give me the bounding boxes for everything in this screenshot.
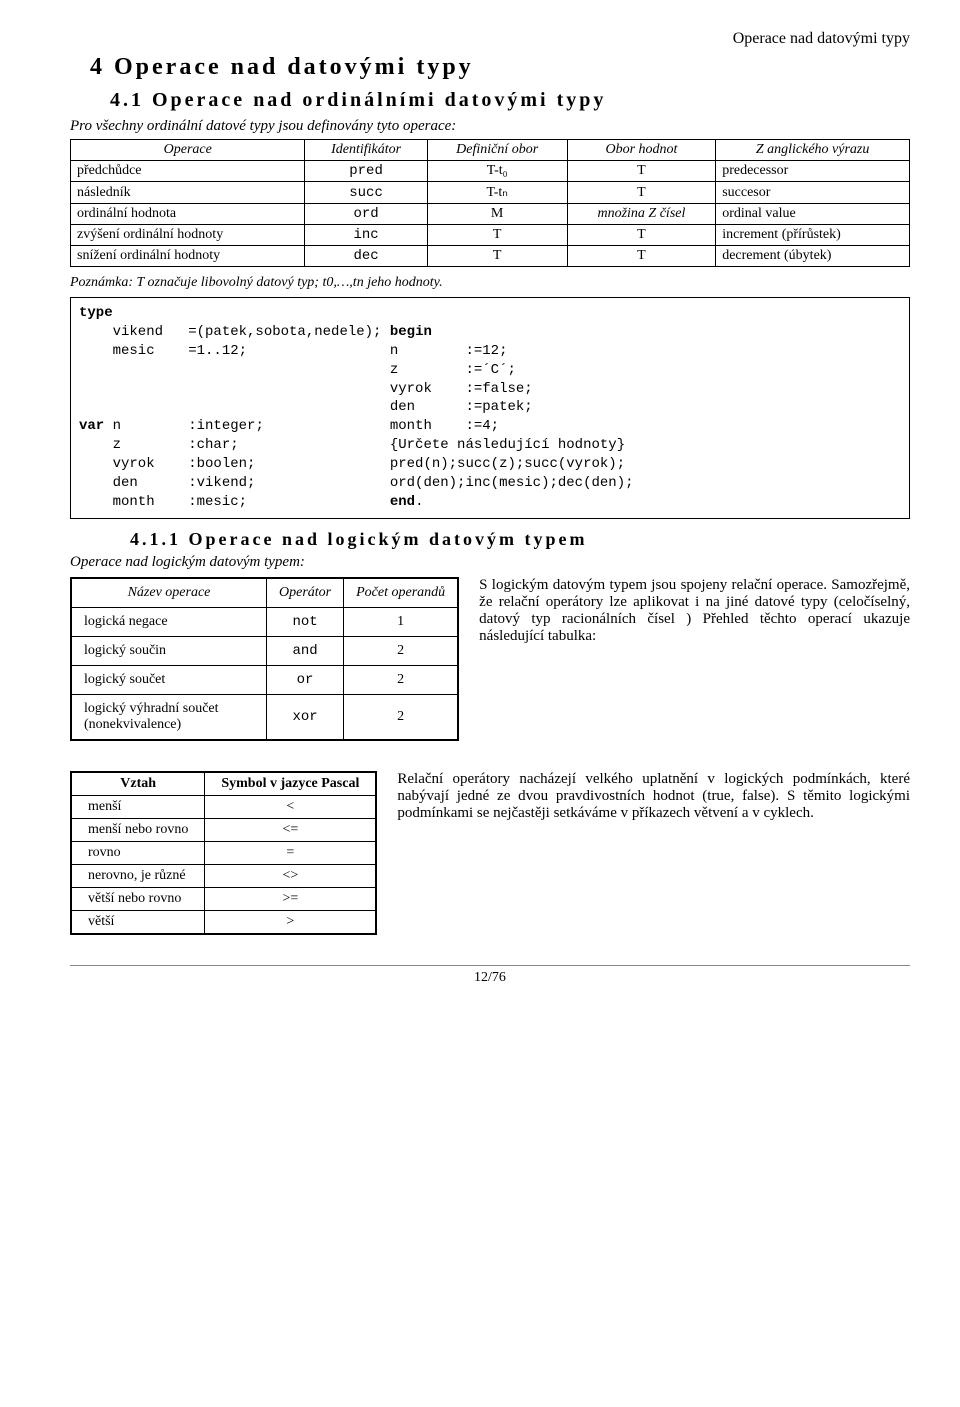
heading-2: 4.1 Operace nad ordinálními datovými typ… (110, 89, 910, 112)
col-header: Identifikátor (305, 140, 427, 161)
cell: decrement (úbytek) (716, 246, 910, 267)
relational-paragraph: Relační operátory nacházejí velkého upla… (397, 771, 910, 822)
table-row: menší< (71, 795, 376, 818)
table-row: logický součin and 2 (71, 636, 458, 665)
heading-1: 4 Operace nad datovými typy (90, 54, 910, 81)
cell: M (427, 204, 567, 225)
cell: logická negace (71, 607, 267, 636)
cell: T (567, 225, 716, 246)
cell: inc (305, 225, 427, 246)
table-row: zvýšení ordinální hodnoty inc T T increm… (71, 225, 910, 246)
cell: not (267, 607, 344, 636)
col-header: Operace (71, 140, 305, 161)
cell: >= (205, 887, 377, 910)
cell: množina Z čísel (567, 204, 716, 225)
cell: dec (305, 246, 427, 267)
col-header: Počet operandů (344, 578, 459, 608)
cell: pred (305, 161, 427, 182)
cell: 2 (344, 665, 459, 694)
logical-ops-table: Název operace Operátor Počet operandů lo… (70, 577, 459, 741)
relational-ops-table: Vztah Symbol v jazyce Pascal menší< menš… (70, 771, 377, 935)
cell: snížení ordinální hodnoty (71, 246, 305, 267)
table-row: větší nebo rovno>= (71, 887, 376, 910)
page-number: 12/76 (70, 965, 910, 986)
col-header: Název operace (71, 578, 267, 608)
table-row: ordinální hodnota ord M množina Z čísel … (71, 204, 910, 225)
table-row: menší nebo rovno<= (71, 818, 376, 841)
cell: větší nebo rovno (71, 887, 205, 910)
cell: = (205, 841, 377, 864)
table-row: logický součet or 2 (71, 665, 458, 694)
cell: ord (305, 204, 427, 225)
col-header: Z anglického výrazu (716, 140, 910, 161)
cell: < (205, 795, 377, 818)
cell: xor (267, 694, 344, 740)
intro-text: Pro všechny ordinální datové typy jsou d… (70, 118, 910, 135)
cell: nerovno, je různé (71, 864, 205, 887)
cell: predecessor (716, 161, 910, 182)
cell: menší (71, 795, 205, 818)
cell: logický součin (71, 636, 267, 665)
cell: succ (305, 182, 427, 204)
table-header-row: Vztah Symbol v jazyce Pascal (71, 772, 376, 796)
cell: T-tₙ (427, 182, 567, 204)
cell: T (567, 182, 716, 204)
cell: T (567, 161, 716, 182)
cell: ordinální hodnota (71, 204, 305, 225)
cell: předchůdce (71, 161, 305, 182)
cell: větší (71, 910, 205, 934)
note-text: Poznámka: T označuje libovolný datový ty… (70, 275, 910, 291)
table-row: logický výhradní součet (nonekvivalence)… (71, 694, 458, 740)
logical-paragraph: S logickým datovým typem jsou spojeny re… (479, 577, 910, 645)
cell: následník (71, 182, 305, 204)
cell: ordinal value (716, 204, 910, 225)
cell: T (427, 225, 567, 246)
table-row: nerovno, je různé<> (71, 864, 376, 887)
cell: succesor (716, 182, 910, 204)
table-row: snížení ordinální hodnoty dec T T decrem… (71, 246, 910, 267)
cell: rovno (71, 841, 205, 864)
table-row: větší> (71, 910, 376, 934)
col-header: Definiční obor (427, 140, 567, 161)
operations-table: Operace Identifikátor Definiční obor Obo… (70, 139, 910, 267)
cell: or (267, 665, 344, 694)
cell: logický výhradní součet (nonekvivalence) (71, 694, 267, 740)
table-row: následník succ T-tₙ T succesor (71, 182, 910, 204)
cell: T-t₀ (427, 161, 567, 182)
col-header: Vztah (71, 772, 205, 796)
cell: 2 (344, 636, 459, 665)
cell: <= (205, 818, 377, 841)
cell: logický součet (71, 665, 267, 694)
table-row: rovno= (71, 841, 376, 864)
table-row: logická negace not 1 (71, 607, 458, 636)
heading-3: 4.1.1 Operace nad logickým datovým typem (130, 529, 910, 550)
table-header-row: Operace Identifikátor Definiční obor Obo… (71, 140, 910, 161)
cell: > (205, 910, 377, 934)
col-header: Symbol v jazyce Pascal (205, 772, 377, 796)
code-example: type vikend =(patek,sobota,nedele); begi… (70, 297, 910, 519)
cell: and (267, 636, 344, 665)
cell: menší nebo rovno (71, 818, 205, 841)
col-header: Obor hodnot (567, 140, 716, 161)
cell: T (567, 246, 716, 267)
cell: 1 (344, 607, 459, 636)
cell: <> (205, 864, 377, 887)
table-header-row: Název operace Operátor Počet operandů (71, 578, 458, 608)
cell: 2 (344, 694, 459, 740)
running-header: Operace nad datovými typy (70, 30, 910, 48)
cell: increment (přírůstek) (716, 225, 910, 246)
col-header: Operátor (267, 578, 344, 608)
cell: T (427, 246, 567, 267)
subintro-text: Operace nad logickým datovým typem: (70, 554, 910, 571)
table-row: předchůdce pred T-t₀ T predecessor (71, 161, 910, 182)
cell: zvýšení ordinální hodnoty (71, 225, 305, 246)
